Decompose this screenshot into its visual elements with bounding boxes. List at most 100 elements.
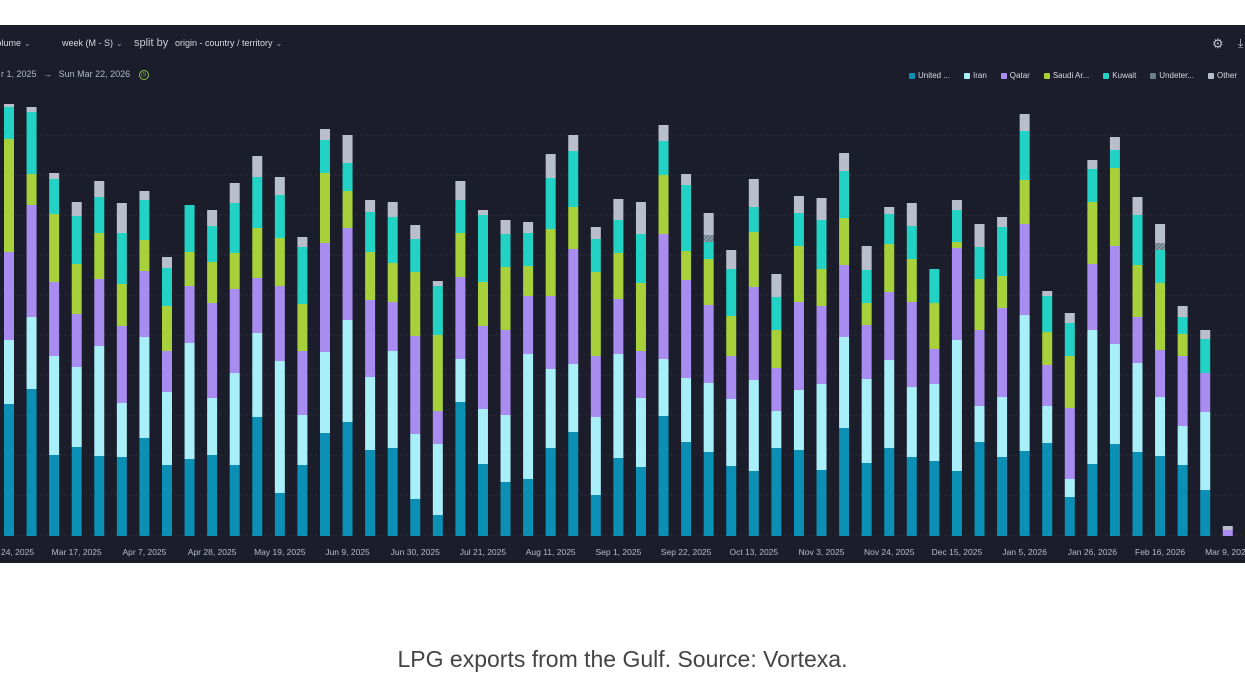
bar-segment-kuwait[interactable] [94, 197, 105, 233]
bar-segment-other[interactable] [207, 210, 218, 226]
bar-segment-other[interactable] [297, 237, 308, 247]
bar-segment-iran[interactable] [929, 384, 940, 461]
bar-segment-iran[interactable] [726, 399, 737, 466]
bar-segment-kuwait[interactable] [590, 239, 601, 272]
bar-segment-iran[interactable] [184, 343, 195, 459]
bar-segment-other[interactable] [94, 181, 105, 197]
bar-segment-kuwait[interactable] [274, 195, 285, 238]
bar-segment-united[interactable] [229, 465, 240, 536]
bar-segment-united[interactable] [703, 452, 714, 536]
bar-segment-qatar[interactable] [748, 287, 759, 380]
bar-segment-kuwait[interactable] [207, 226, 218, 262]
bar-segment-iran[interactable] [681, 378, 692, 442]
bar-segment-other[interactable] [793, 196, 804, 213]
bar-segment-kuwait[interactable] [139, 200, 150, 240]
bar-segment-iran[interactable] [906, 387, 917, 457]
bar-segment-saudiar[interactable] [252, 228, 263, 278]
bar-segment-other[interactable] [410, 225, 421, 239]
bar-segment-qatar[interactable] [500, 330, 511, 415]
bar-segment-united[interactable] [410, 499, 421, 536]
bar-segment-iran[interactable] [568, 364, 579, 432]
bar-segment-kuwait[interactable] [161, 268, 172, 306]
bar-stack[interactable] [1177, 306, 1188, 536]
bar-stack[interactable] [94, 181, 105, 536]
legend-item[interactable]: Qatar [1000, 71, 1030, 80]
bar-stack[interactable] [523, 222, 534, 536]
bar-segment-other[interactable] [319, 129, 330, 140]
bar-segment-iran[interactable] [997, 397, 1008, 457]
bar-segment-other[interactable] [365, 200, 376, 212]
bar-segment-kuwait[interactable] [4, 107, 14, 139]
bar-stack[interactable] [1200, 330, 1211, 536]
bar-segment-saudiar[interactable] [319, 173, 330, 243]
bar-segment-kuwait[interactable] [658, 141, 669, 175]
bar-segment-saudiar[interactable] [365, 252, 376, 300]
bar-segment-saudiar[interactable] [951, 242, 962, 248]
bar-stack[interactable] [387, 202, 398, 536]
bar-segment-iran[interactable] [49, 356, 60, 455]
bar-segment-iran[interactable] [342, 320, 353, 422]
bar-segment-saudiar[interactable] [523, 266, 534, 296]
bar-segment-kuwait[interactable] [500, 234, 511, 267]
bar-segment-united[interactable] [1109, 444, 1120, 536]
bar-segment-saudiar[interactable] [545, 229, 556, 296]
bar-segment-qatar[interactable] [365, 300, 376, 377]
bar-segment-iran[interactable] [229, 373, 240, 465]
bar-stack[interactable] [997, 217, 1008, 536]
bar-stack[interactable] [771, 274, 782, 536]
bar-segment-iran[interactable] [4, 340, 14, 404]
bar-segment-united[interactable] [26, 389, 37, 536]
bar-segment-other[interactable] [997, 217, 1008, 227]
bar-stack[interactable] [455, 181, 466, 536]
bar-segment-other[interactable] [387, 202, 398, 217]
bar-segment-united[interactable] [207, 455, 218, 536]
bar-segment-qatar[interactable] [545, 296, 556, 369]
bar-segment-iran[interactable] [365, 377, 376, 450]
bar-segment-united[interactable] [500, 482, 511, 536]
bar-segment-qatar[interactable] [1109, 246, 1120, 344]
bar-segment-saudiar[interactable] [726, 316, 737, 356]
bar-segment-iran[interactable] [1109, 344, 1120, 444]
bar-segment-other[interactable] [726, 250, 737, 269]
bar-segment-iran[interactable] [1155, 397, 1166, 456]
bar-segment-saudiar[interactable] [1064, 356, 1075, 408]
bar-segment-saudiar[interactable] [1155, 283, 1166, 350]
bar-segment-united[interactable] [861, 463, 872, 536]
bar-segment-kuwait[interactable] [387, 217, 398, 263]
bar-stack[interactable] [929, 269, 940, 536]
bar-stack[interactable] [839, 153, 850, 536]
clock-icon[interactable]: ◷ [138, 69, 149, 80]
bar-segment-saudiar[interactable] [1042, 332, 1053, 365]
bar-segment-iran[interactable] [207, 398, 218, 455]
bar-segment-saudiar[interactable] [207, 262, 218, 303]
bar-stack[interactable] [161, 257, 172, 536]
bar-segment-united[interactable] [568, 432, 579, 536]
bar-segment-united[interactable] [1155, 456, 1166, 536]
bar-segment-iran[interactable] [1132, 363, 1143, 452]
bar-segment-united[interactable] [1087, 464, 1098, 536]
bar-segment-qatar[interactable] [816, 306, 827, 384]
bar-segment-other[interactable] [951, 200, 962, 210]
bar-stack[interactable] [1087, 160, 1098, 536]
bar-segment-saudiar[interactable] [297, 304, 308, 351]
bar-segment-qatar[interactable] [1042, 365, 1053, 406]
bar-stack[interactable] [116, 203, 127, 536]
bar-segment-united[interactable] [49, 455, 60, 536]
bar-segment-iran[interactable] [1177, 426, 1188, 465]
bar-segment-iran[interactable] [455, 359, 466, 402]
bar-segment-iran[interactable] [861, 379, 872, 463]
bar-segment-other[interactable] [26, 107, 37, 112]
bar-segment-saudiar[interactable] [1177, 334, 1188, 356]
bar-segment-kuwait[interactable] [545, 178, 556, 229]
gear-icon[interactable]: ⚙ [1212, 36, 1224, 51]
bar-segment-united[interactable] [94, 456, 105, 536]
bar-segment-united[interactable] [1019, 451, 1030, 536]
bar-segment-iran[interactable] [1042, 406, 1053, 443]
bar-segment-united[interactable] [523, 479, 534, 536]
bar-segment-other[interactable] [681, 174, 692, 185]
bar-segment-united[interactable] [455, 402, 466, 536]
bar-segment-iran[interactable] [274, 361, 285, 493]
bar-segment-united[interactable] [906, 457, 917, 536]
bar-segment-saudiar[interactable] [568, 207, 579, 249]
legend-item[interactable]: Iran [964, 71, 987, 80]
